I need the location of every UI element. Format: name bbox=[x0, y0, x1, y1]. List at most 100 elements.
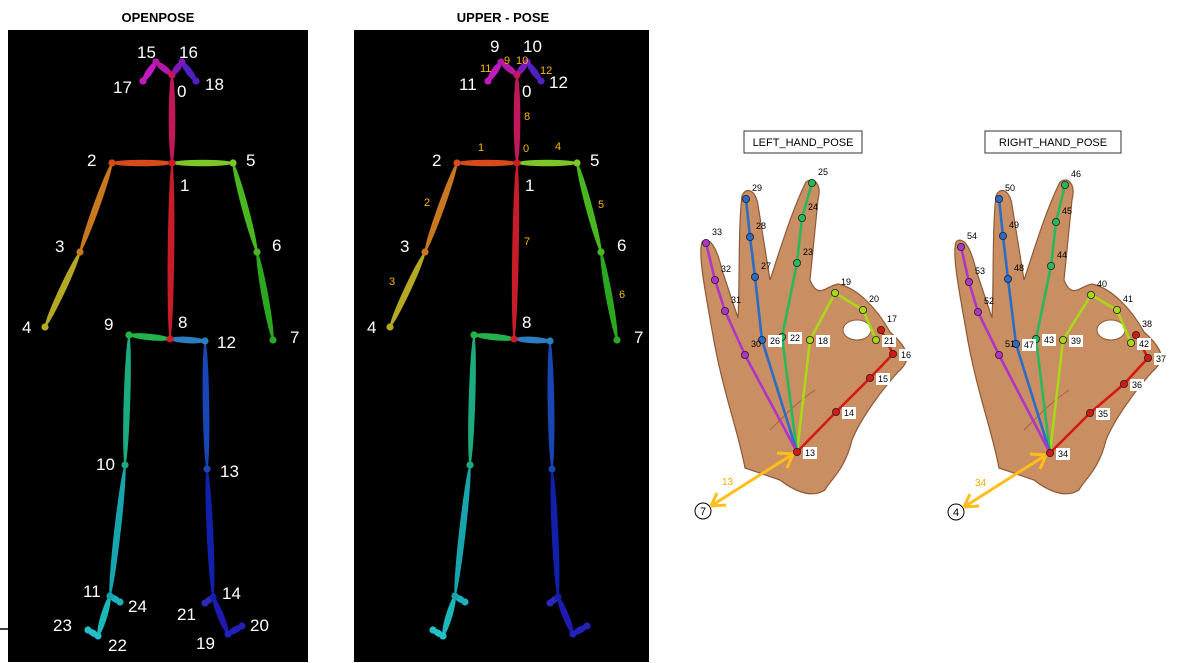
upper-label-3: 3 bbox=[400, 237, 409, 256]
left-num-15: 15 bbox=[878, 374, 888, 384]
right-joint-41 bbox=[1113, 305, 1122, 314]
bone-0-1 bbox=[513, 75, 521, 163]
left-arrow-head-2 bbox=[709, 492, 727, 508]
right-joint-54 bbox=[957, 242, 966, 251]
joint-0 bbox=[513, 71, 521, 79]
right-circle-marker bbox=[947, 503, 965, 521]
left-num-33: 33 bbox=[712, 227, 722, 237]
left-num-box-16 bbox=[899, 349, 913, 361]
joint-17 bbox=[139, 77, 147, 85]
right-num-36: 36 bbox=[1132, 380, 1142, 390]
joint-5 bbox=[573, 159, 581, 167]
bone-5-6 bbox=[576, 162, 602, 253]
left-joint-29 bbox=[742, 194, 751, 203]
joint-10 bbox=[523, 58, 531, 66]
joint-13 bbox=[203, 465, 211, 473]
left-num-22: 22 bbox=[790, 333, 800, 343]
left-joint-28 bbox=[746, 232, 755, 241]
openpose-label-10: 10 bbox=[96, 455, 115, 474]
lower-joint-20 bbox=[583, 622, 591, 630]
bone-1-2 bbox=[112, 159, 172, 167]
left-num-32: 32 bbox=[721, 264, 731, 274]
right-bone-47-48 bbox=[1006, 278, 1018, 345]
openpose-panel bbox=[8, 30, 308, 662]
bone-3-4 bbox=[389, 251, 426, 328]
bone-1-5 bbox=[172, 159, 233, 167]
left-joint-25 bbox=[808, 178, 817, 187]
left-num-17: 17 bbox=[887, 314, 897, 324]
bone-13-14 bbox=[205, 468, 215, 598]
lower-joint-10 bbox=[466, 461, 474, 469]
bone-6-7 bbox=[600, 251, 618, 341]
left-num-29: 29 bbox=[752, 183, 762, 193]
lower-joint-23 bbox=[429, 626, 437, 634]
left-bone-14-15 bbox=[835, 377, 871, 413]
bone-5-6 bbox=[232, 162, 258, 253]
left-num-20: 20 bbox=[869, 294, 879, 304]
left-bone-13-14 bbox=[796, 411, 837, 453]
right-joint-42 bbox=[1127, 338, 1136, 347]
upper-edge-index-2: 2 bbox=[424, 197, 430, 209]
bone-2-3 bbox=[79, 162, 113, 253]
left-joint-16 bbox=[889, 349, 898, 358]
upper-edge-index-0: 0 bbox=[523, 143, 529, 155]
right-joint-51 bbox=[995, 350, 1004, 359]
openpose-label-0: 0 bbox=[177, 82, 186, 101]
left-joint-23 bbox=[793, 258, 802, 267]
upper-edge-index-5: 5 bbox=[598, 199, 604, 211]
openpose-label-19: 19 bbox=[196, 634, 215, 653]
right-num-39: 39 bbox=[1071, 336, 1081, 346]
right-joint-52 bbox=[974, 307, 983, 316]
joint-2 bbox=[108, 159, 116, 167]
left-bone-23-24 bbox=[795, 217, 804, 264]
right-joint-36 bbox=[1120, 379, 1129, 388]
joint-12 bbox=[537, 77, 545, 85]
left-num-box-18 bbox=[816, 335, 830, 347]
right-joint-40 bbox=[1087, 290, 1096, 299]
left-bone-13-18 bbox=[795, 339, 812, 453]
upper-pose-panel bbox=[354, 30, 649, 662]
upper-edge-index-1: 1 bbox=[478, 142, 484, 154]
bone-19-20 bbox=[227, 625, 243, 635]
upper-edge-index-9: 9 bbox=[504, 55, 510, 67]
joint-2 bbox=[453, 159, 461, 167]
right-joint-47 bbox=[1012, 339, 1021, 348]
lower-joint-19 bbox=[569, 630, 577, 638]
upper-label-12: 12 bbox=[549, 73, 568, 92]
right-arrow-shaft bbox=[963, 453, 1047, 509]
joint-20 bbox=[238, 622, 246, 630]
left-bone-19-20 bbox=[834, 291, 864, 312]
bone-1-8 bbox=[167, 162, 175, 340]
left-num-box-15 bbox=[876, 373, 890, 385]
right-num-box-47 bbox=[1022, 339, 1036, 351]
joint-1 bbox=[513, 159, 521, 167]
openpose-label-22: 22 bbox=[108, 636, 127, 655]
right-num-box-34 bbox=[1056, 448, 1070, 460]
left-arrow-head-1 bbox=[776, 451, 795, 469]
right-joint-39 bbox=[1059, 335, 1068, 344]
right-num-35: 35 bbox=[1098, 409, 1108, 419]
joint-10 bbox=[121, 461, 129, 469]
bone-0-9 bbox=[500, 61, 518, 76]
openpose-label-21: 21 bbox=[177, 605, 196, 624]
joint-11 bbox=[484, 77, 492, 85]
lower-bone-14-19 bbox=[557, 596, 574, 635]
left-num-30: 30 bbox=[751, 339, 761, 349]
joint-6 bbox=[597, 248, 605, 256]
left-bone-27-28 bbox=[748, 236, 757, 278]
left-hand-title-box: LEFT_HAND_POSE bbox=[743, 130, 863, 154]
bone-1-8 bbox=[511, 162, 520, 340]
right-bone-34-47 bbox=[1014, 343, 1052, 454]
right-num-47: 47 bbox=[1024, 340, 1034, 350]
right-num-44: 44 bbox=[1057, 250, 1067, 260]
right-bone-51-52 bbox=[976, 311, 1001, 356]
upper-label-10: 10 bbox=[523, 37, 542, 56]
left-arrow-shaft bbox=[710, 452, 794, 508]
upper-label-6: 6 bbox=[617, 236, 626, 255]
right-joint-48 bbox=[1004, 274, 1013, 283]
openpose-label-7: 7 bbox=[290, 328, 299, 347]
openpose-label-11: 11 bbox=[83, 582, 101, 601]
left-joint-33 bbox=[702, 238, 711, 247]
bone-11-22 bbox=[97, 595, 111, 637]
